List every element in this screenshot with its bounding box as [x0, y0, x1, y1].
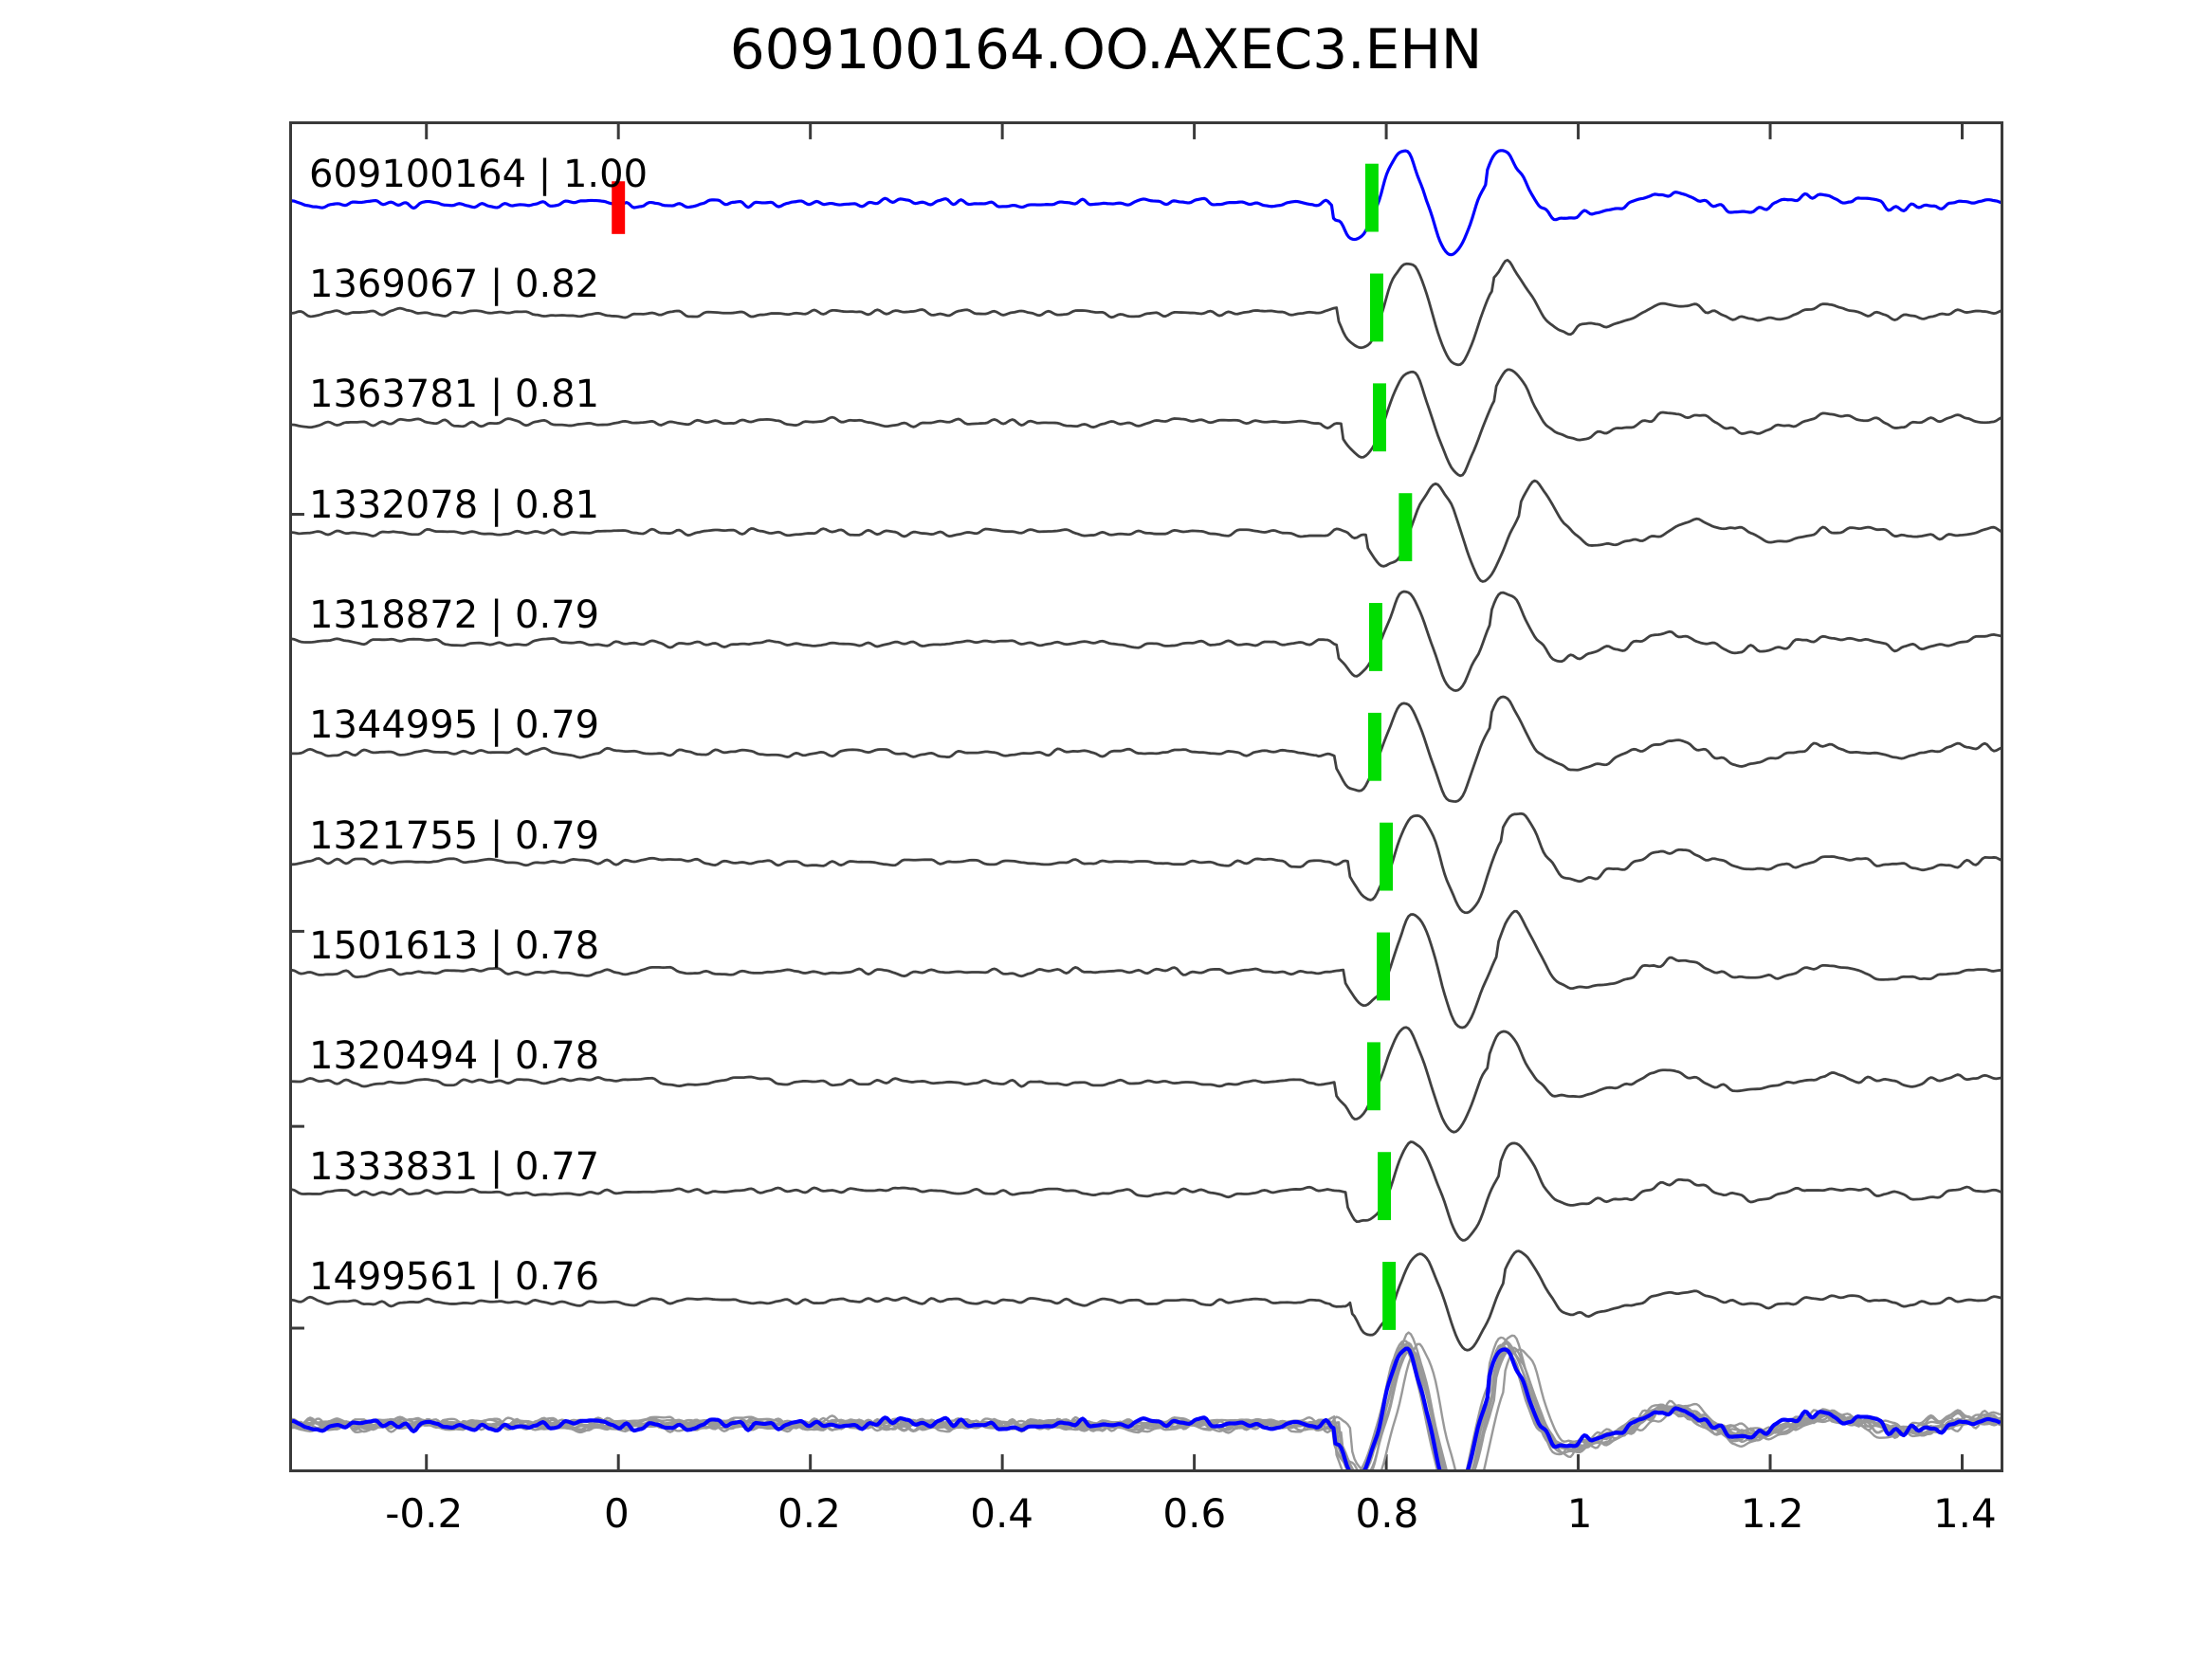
waveform-line	[292, 909, 2001, 1030]
waveform-line	[292, 368, 2001, 478]
pick-marker	[1382, 1262, 1397, 1330]
pick-marker	[1364, 163, 1379, 232]
pick-marker	[1367, 712, 1381, 781]
overlay-trace	[292, 1347, 2001, 1469]
pick-marker	[1368, 603, 1382, 671]
x-tick-label: -0.2	[385, 1490, 464, 1537]
pick-marker	[1366, 1042, 1380, 1111]
x-tick-label: 1.2	[1740, 1490, 1804, 1537]
pick-marker	[1380, 822, 1394, 891]
overlay-trace	[292, 1331, 2001, 1469]
x-tick-label: 0.4	[970, 1490, 1034, 1537]
detection-trace	[292, 1026, 2001, 1134]
detection-trace	[292, 1140, 2001, 1242]
pick-marker	[1398, 493, 1413, 562]
detection-trace	[292, 811, 2001, 915]
plot-area: 609100164 | 1.00 1369067 | 0.82 1363781 | …	[289, 121, 2003, 1472]
origin-time-marker	[612, 181, 626, 234]
detection-trace	[292, 479, 2001, 583]
detection-trace	[292, 590, 2001, 692]
waveform-line	[292, 811, 2001, 915]
page-title: 609100164.OO.AXEC3.EHN	[729, 17, 1483, 82]
detection-trace	[292, 258, 2001, 367]
overlay-trace	[292, 1342, 2001, 1469]
overlay-trace	[292, 1340, 2001, 1469]
waveform-canvas	[292, 124, 2001, 1469]
overlay-trace	[292, 1346, 2001, 1469]
x-tick-label: 0.2	[777, 1490, 841, 1537]
template-trace	[292, 149, 2001, 257]
overlay-trace	[292, 1342, 2001, 1469]
stacked-overlay	[292, 1331, 2001, 1469]
waveform-line	[292, 590, 2001, 692]
overlay-trace	[292, 1342, 2001, 1469]
overlay-trace	[292, 1340, 2001, 1469]
waveform-line	[292, 258, 2001, 367]
waveform-line	[292, 695, 2001, 803]
waveform-line	[292, 479, 2001, 583]
detection-trace	[292, 368, 2001, 478]
waveform-line	[292, 1249, 2001, 1352]
overlay-trace	[292, 1341, 2001, 1469]
waveform-line	[292, 149, 2001, 257]
detection-trace	[292, 1249, 2001, 1352]
overlay-trace	[292, 1336, 2001, 1469]
overlay-template-trace	[292, 1346, 2001, 1469]
axis-ticks	[292, 124, 1965, 1469]
waveform-line	[292, 1026, 2001, 1134]
pick-marker	[1378, 1152, 1392, 1221]
pick-marker	[1369, 273, 1383, 342]
x-tick-label: 0.8	[1355, 1490, 1419, 1537]
detection-trace	[292, 909, 2001, 1030]
x-axis-tick-labels: -0.2 0 0.2 0.4 0.6 0.8 1 1.2 1.4	[0, 1490, 2212, 1547]
detection-trace	[292, 695, 2001, 803]
x-tick-label: 0.6	[1162, 1490, 1227, 1537]
pick-marker	[1373, 383, 1386, 452]
pick-marker	[1377, 932, 1391, 1001]
x-tick-label: 1	[1566, 1490, 1593, 1537]
waveform-line	[292, 1140, 2001, 1242]
x-tick-label: 1.4	[1932, 1490, 1997, 1537]
x-tick-label: 0	[603, 1490, 630, 1537]
